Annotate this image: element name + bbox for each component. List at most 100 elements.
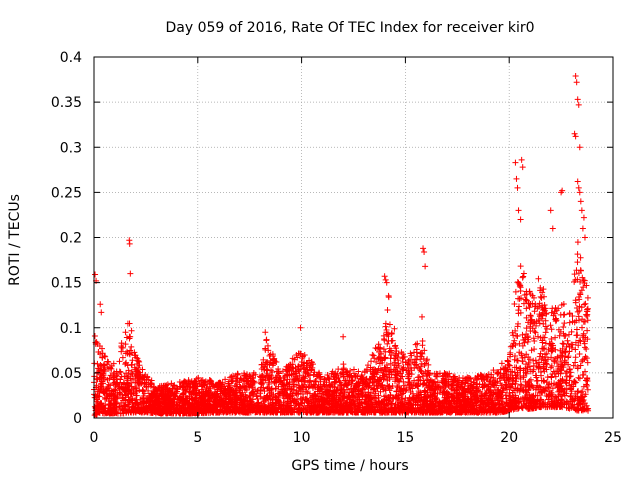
- data-point: [514, 357, 521, 364]
- data-point: [172, 392, 179, 399]
- data-point: [414, 340, 421, 347]
- data-point: [125, 382, 132, 389]
- data-point: [584, 294, 591, 301]
- data-point: [361, 399, 368, 406]
- data-point: [547, 364, 554, 371]
- data-point: [205, 398, 212, 405]
- data-point: [584, 386, 591, 393]
- data-point: [579, 316, 586, 323]
- data-point: [558, 382, 565, 389]
- data-point: [305, 384, 312, 391]
- data-point: [467, 375, 474, 382]
- data-point: [256, 408, 263, 415]
- data-point: [580, 371, 587, 378]
- data-point: [139, 366, 146, 373]
- data-point: [537, 293, 544, 300]
- data-point: [559, 362, 566, 369]
- data-point: [526, 378, 533, 385]
- data-point: [95, 369, 102, 376]
- data-point: [496, 389, 503, 396]
- data-point: [492, 376, 499, 383]
- data-point: [535, 275, 542, 282]
- data-point: [330, 371, 337, 378]
- data-point: [265, 347, 272, 354]
- data-point: [299, 355, 306, 362]
- data-point: [316, 374, 323, 381]
- data-point: [425, 393, 432, 400]
- data-point: [527, 376, 534, 383]
- data-point: [473, 376, 480, 383]
- data-point: [571, 271, 578, 278]
- data-point: [549, 305, 556, 312]
- data-point: [302, 368, 309, 375]
- data-point: [515, 303, 522, 310]
- data-point: [497, 393, 504, 400]
- data-point: [181, 410, 188, 417]
- data-point: [415, 398, 422, 405]
- data-point: [467, 398, 474, 405]
- data-point: [523, 314, 530, 321]
- data-point: [432, 400, 439, 407]
- data-point: [499, 387, 506, 394]
- data-point: [488, 397, 495, 404]
- data-point: [252, 371, 259, 378]
- data-point: [377, 388, 384, 395]
- data-point: [332, 388, 339, 395]
- data-point: [371, 396, 378, 403]
- data-point: [221, 399, 228, 406]
- data-point: [436, 399, 443, 406]
- data-point: [517, 282, 524, 289]
- data-point: [507, 351, 514, 358]
- data-point: [263, 337, 270, 344]
- data-point: [352, 407, 359, 414]
- data-point: [260, 364, 267, 371]
- data-point: [396, 399, 403, 406]
- data-point: [569, 318, 576, 325]
- data-point: [416, 365, 423, 372]
- data-point: [498, 360, 505, 367]
- data-point: [241, 370, 248, 377]
- data-point: [139, 387, 146, 394]
- data-point: [530, 384, 537, 391]
- data-point: [102, 368, 109, 375]
- data-point: [506, 406, 513, 413]
- data-point: [257, 408, 264, 415]
- data-point: [512, 342, 519, 349]
- data-point: [108, 397, 115, 404]
- data-point: [485, 386, 492, 393]
- data-point: [560, 311, 567, 318]
- data-point: [105, 365, 112, 372]
- data-point: [193, 387, 200, 394]
- data-point: [392, 402, 399, 409]
- data-point: [120, 397, 127, 404]
- data-point: [414, 353, 421, 360]
- data-point: [268, 374, 275, 381]
- data-point: [108, 390, 115, 397]
- data-point: [161, 394, 168, 401]
- data-point: [382, 323, 389, 330]
- data-point: [533, 372, 540, 379]
- data-point: [509, 389, 516, 396]
- data-point: [490, 367, 497, 374]
- data-point: [102, 353, 109, 360]
- data-point: [580, 284, 587, 291]
- data-point: [380, 408, 387, 415]
- data-point: [155, 393, 162, 400]
- data-point: [448, 409, 455, 416]
- data-point: [549, 370, 556, 377]
- data-point: [581, 301, 588, 308]
- data-point: [162, 385, 169, 392]
- data-point: [158, 410, 165, 417]
- data-point: [531, 400, 538, 407]
- data-point: [105, 385, 112, 392]
- data-point: [554, 354, 561, 361]
- data-point: [477, 372, 484, 379]
- data-point: [170, 408, 177, 415]
- data-point: [227, 392, 234, 399]
- data-point: [251, 379, 258, 386]
- data-point: [533, 318, 540, 325]
- data-point: [570, 362, 577, 369]
- data-point: [565, 353, 572, 360]
- data-point: [345, 381, 352, 388]
- data-point: [412, 382, 419, 389]
